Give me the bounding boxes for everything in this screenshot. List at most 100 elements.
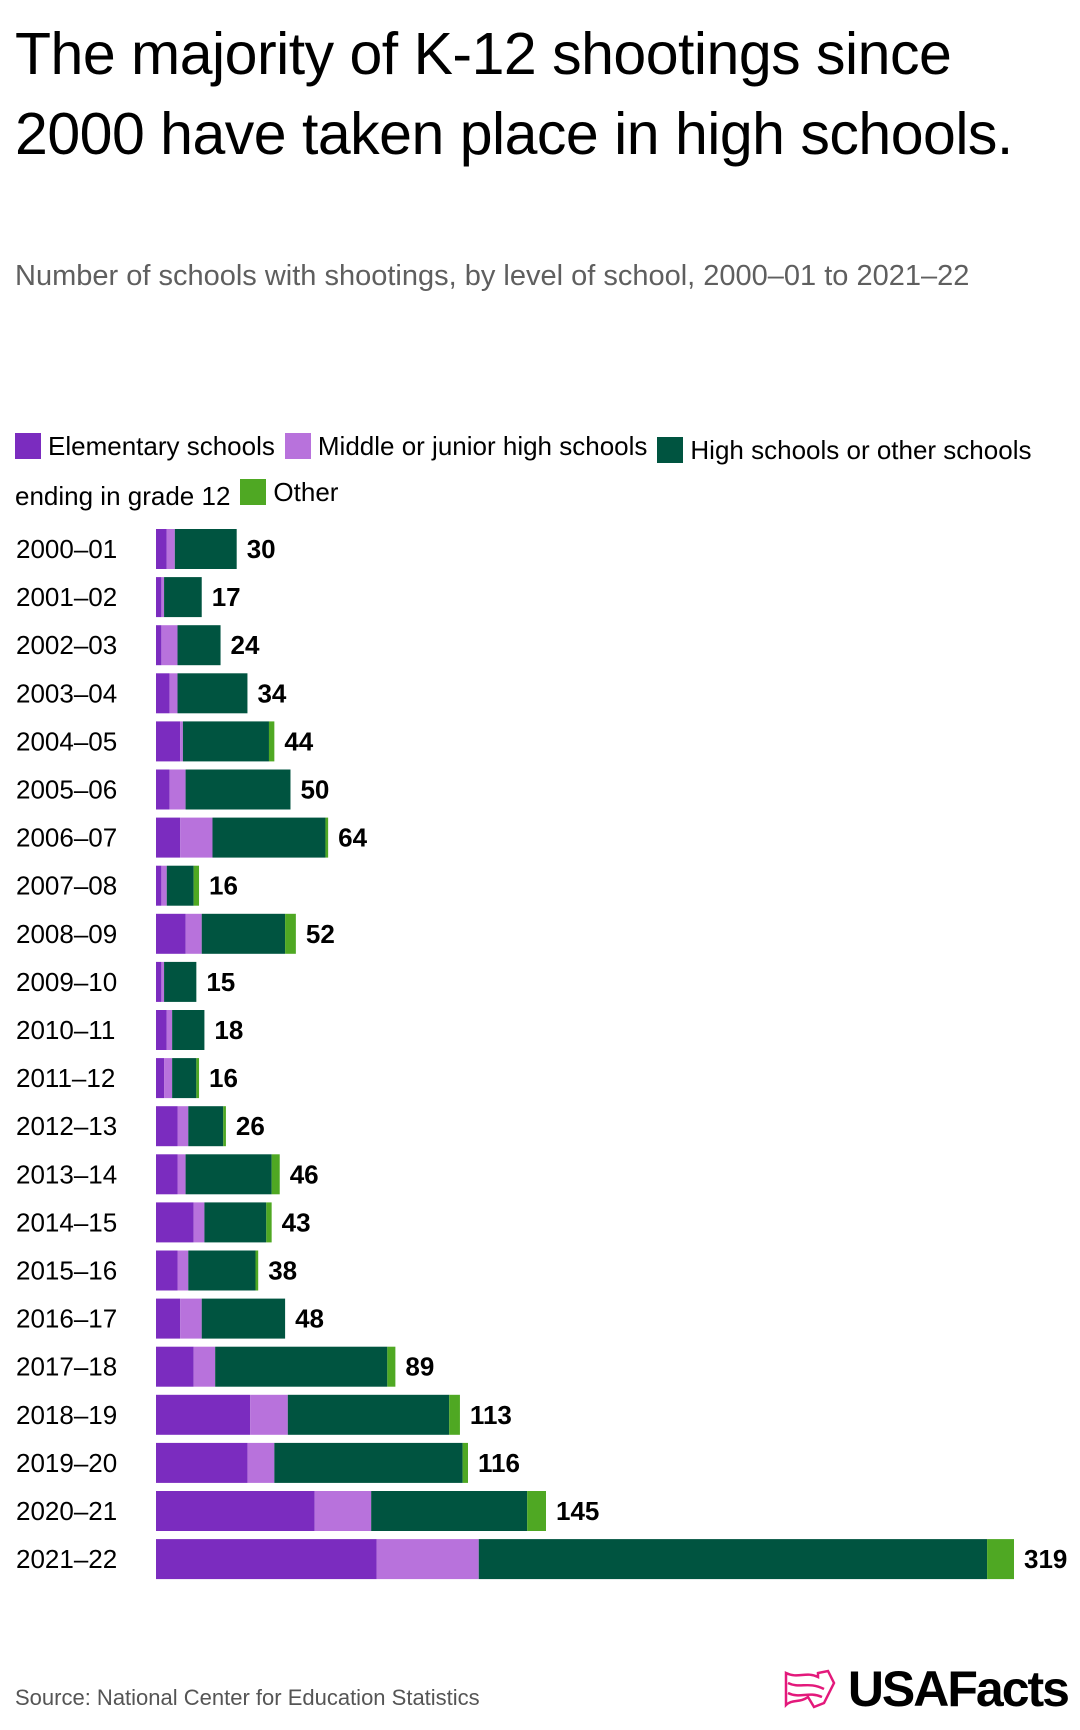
bar-segment-other (387, 1346, 396, 1387)
total-label: 319 (1024, 1544, 1067, 1574)
total-label: 116 (478, 1448, 520, 1478)
total-label: 18 (214, 1015, 243, 1045)
bar-segment-elementary (156, 1010, 167, 1050)
bar-segment-high (188, 1250, 256, 1291)
total-label: 43 (282, 1207, 311, 1237)
category-label: 2006–07 (16, 823, 117, 853)
bar-segment-elementary (156, 625, 162, 666)
bar-segment-middle (193, 1202, 205, 1243)
bar-segment-elementary (156, 1346, 194, 1387)
category-label: 2017–18 (16, 1352, 117, 1382)
category-label: 2008–09 (16, 919, 117, 949)
bar-segment-elementary (156, 1154, 178, 1195)
category-label: 2011–12 (16, 1063, 115, 1093)
bar-segment-high (215, 1346, 388, 1387)
bar-segment-middle (169, 769, 186, 810)
bar-segment-high (185, 1154, 272, 1195)
total-label: 46 (290, 1159, 319, 1189)
bar-segment-middle (177, 1154, 186, 1195)
legend-swatch (284, 433, 311, 459)
bar-segment-other (462, 1442, 468, 1483)
bar-segment-high (204, 1202, 267, 1243)
bar-segment-high (212, 817, 326, 858)
category-label: 2004–05 (16, 726, 117, 756)
category-label: 2003–04 (16, 678, 117, 708)
total-label: 30 (247, 534, 276, 564)
bar-segment-other (266, 1202, 272, 1243)
category-label: 2010–11 (16, 1015, 115, 1045)
bar-segment-middle (180, 721, 183, 762)
total-label: 50 (300, 775, 329, 805)
bar-segment-middle (177, 1106, 189, 1147)
bar-segment-elementary (156, 1394, 251, 1435)
total-label: 34 (257, 678, 286, 708)
legend-item: Elementary schools (15, 425, 275, 467)
bar-segment-middle (161, 865, 167, 906)
bar-segment-elementary (156, 1298, 181, 1339)
category-label: 2019–20 (16, 1448, 117, 1478)
bar-segment-high (177, 673, 248, 714)
total-label: 44 (284, 726, 313, 756)
bar-segment-elementary (156, 913, 186, 954)
bar-segment-high (201, 913, 286, 954)
bar-segment-high (172, 1010, 205, 1050)
bar-segment-high (164, 577, 202, 618)
bar-segment-elementary (156, 817, 181, 858)
bar-segment-middle (161, 961, 165, 1002)
bar-segment-elementary (156, 721, 181, 762)
total-label: 48 (295, 1304, 324, 1334)
usafacts-logo: USAFacts (784, 1660, 1070, 1718)
bar-segment-elementary (156, 1106, 178, 1147)
bar-segment-other (449, 1394, 460, 1435)
bar-segment-elementary (156, 1491, 315, 1531)
legend-swatch (240, 479, 267, 505)
bar-segment-high (201, 1298, 286, 1339)
bar-segment-middle (250, 1394, 288, 1435)
category-label: 2013–14 (16, 1159, 117, 1189)
total-label: 145 (556, 1496, 599, 1526)
bar-segment-other (527, 1491, 546, 1531)
bar-segment-high (274, 1442, 463, 1483)
total-label: 52 (306, 919, 335, 949)
legend-label: Other (273, 477, 339, 507)
category-label: 2014–15 (16, 1207, 117, 1237)
legend-label: High schools or other schools ending in … (15, 435, 1032, 511)
category-label: 2005–06 (16, 775, 117, 805)
total-label: 16 (209, 1063, 238, 1093)
category-label: 2000–01 (16, 534, 117, 564)
bar-segment-high (287, 1394, 450, 1435)
bar-segment-high (166, 865, 194, 906)
total-label: 16 (209, 871, 238, 901)
bar-segment-high (478, 1539, 988, 1580)
bar-segment-elementary (156, 1539, 377, 1580)
total-label: 64 (338, 823, 367, 853)
bar-segment-middle (161, 625, 178, 666)
bar-segment-elementary (156, 577, 162, 618)
category-label: 2007–08 (16, 871, 117, 901)
bar-chart: 2000–01 30 2001–02 17 2002–03 24 2003–04 34 2004… (16, 529, 1067, 1580)
bar-segment-other (285, 913, 296, 954)
legend-swatch (657, 437, 684, 463)
bar-segment-other (325, 817, 329, 858)
bar-segment-other (271, 1154, 280, 1195)
bar-segment-middle (180, 817, 213, 858)
category-label: 2002–03 (16, 630, 117, 660)
bar-segment-high (188, 1106, 224, 1147)
bar-segment-other (196, 1058, 200, 1099)
bar-segment-middle (166, 529, 175, 569)
bar-segment-middle (161, 577, 165, 618)
legend-label: Middle or junior high schools (317, 431, 648, 461)
bar-segment-high (177, 625, 221, 666)
bar-segment-middle (376, 1539, 479, 1580)
total-label: 26 (236, 1111, 265, 1141)
bar-segment-elementary (156, 769, 170, 810)
bar-segment-elementary (156, 529, 167, 569)
category-label: 2015–16 (16, 1256, 117, 1286)
total-label: 89 (405, 1352, 434, 1382)
bar-segment-elementary (156, 961, 162, 1002)
category-label: 2016–17 (16, 1304, 117, 1334)
bar-segment-elementary (156, 1442, 248, 1483)
bar-segment-high (371, 1491, 528, 1531)
bar-segment-middle (185, 913, 202, 954)
bar-segment-high (182, 721, 269, 762)
